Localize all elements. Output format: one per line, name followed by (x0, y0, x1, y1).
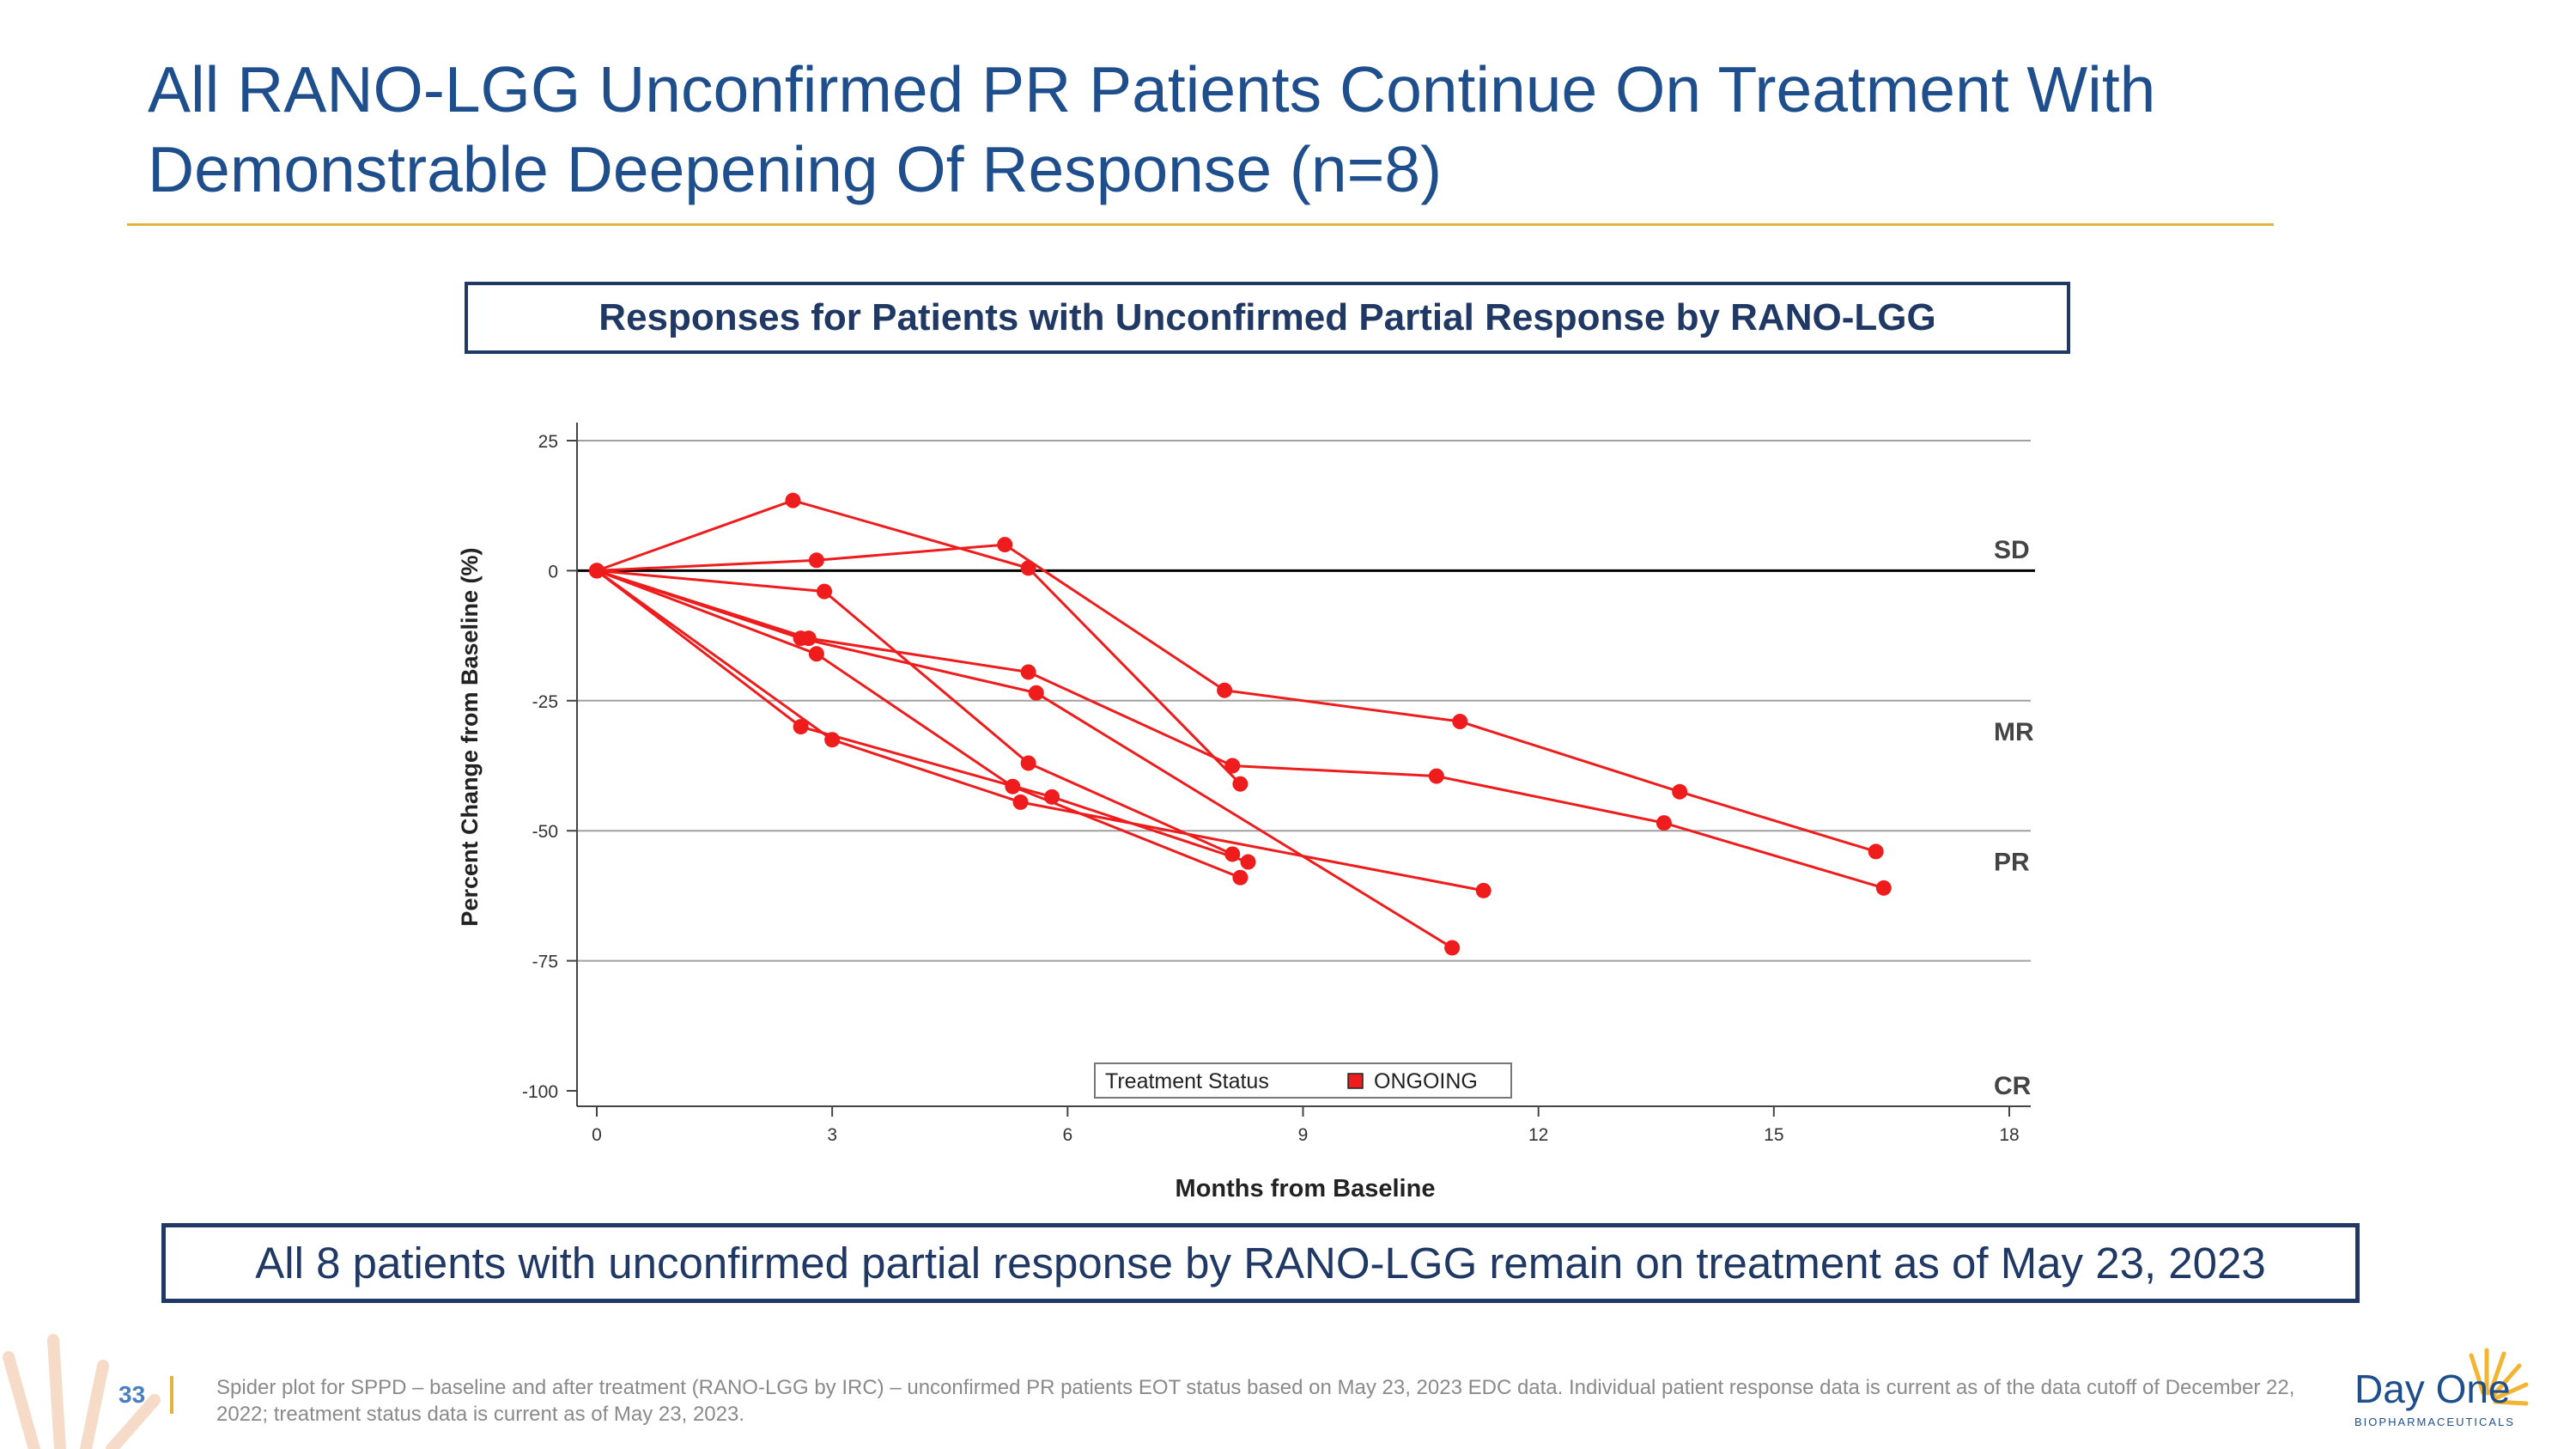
data-point (1044, 788, 1060, 805)
series-line-7 (596, 569, 1249, 863)
data-point (793, 630, 809, 647)
series-line-1 (596, 499, 1242, 785)
logo-wordmark: Day One (2354, 1367, 2511, 1411)
data-point (1868, 843, 1884, 860)
data-point (1475, 882, 1492, 898)
page-number-divider (170, 1376, 173, 1414)
x-axis-label: Months from Baseline (1176, 1175, 1436, 1202)
sun-logo-icon (2469, 1348, 2529, 1406)
data-point (785, 492, 801, 508)
x-tick-label: 3 (827, 1125, 837, 1145)
zone-label-cr: CR (1994, 1072, 2032, 1100)
data-point (1656, 815, 1672, 831)
data-point (817, 583, 833, 600)
zone-label-sd: SD (1994, 536, 2030, 564)
chart-title-box: Responses for Patients with Unconfirmed … (465, 282, 2070, 354)
data-point (1020, 664, 1036, 680)
spider-plot: 25 0 -25 -50 -75 -100 0 3 6 9 12 15 18 Months from Ba… (457, 423, 2035, 1202)
logo-subtitle: BIOPHARMACEUTICALS (2354, 1416, 2515, 1428)
x-tick-label: 9 (1298, 1125, 1309, 1145)
data-point (1875, 880, 1892, 896)
data-point (1217, 682, 1233, 698)
series-line-5 (596, 569, 1453, 949)
slide-title-line-1: All RANO-LGG Unconfirmed PR Patients Con… (148, 53, 2156, 125)
data-point (1232, 776, 1249, 792)
y-tick-label: 25 (538, 432, 558, 452)
chart-box-title: Responses for Patients with Unconfirmed … (598, 296, 1936, 338)
data-point (1240, 854, 1256, 870)
series-line-3 (596, 569, 1233, 855)
data-point (1452, 714, 1468, 730)
data-point (1444, 940, 1461, 956)
zone-label-mr: MR (1994, 718, 2034, 746)
data-point (589, 563, 605, 579)
data-point (793, 719, 809, 735)
legend-entry: ONGOING (1374, 1069, 1478, 1093)
footnote: Spider plot for SPPD – baseline and afte… (216, 1376, 2295, 1426)
y-tick-label: 0 (548, 562, 558, 581)
data-point (1672, 783, 1688, 800)
slide-title: All RANO-LGG Unconfirmed PR Patients Con… (148, 50, 2294, 210)
legend-title: Treatment Status (1105, 1069, 1269, 1093)
y-tick-label: -100 (522, 1082, 558, 1102)
y-tick-label: -50 (532, 822, 558, 842)
data-point (808, 552, 824, 569)
series-line-2 (596, 543, 1877, 853)
x-tick-label: 12 (1528, 1125, 1548, 1145)
zone-label-pr: PR (1994, 849, 2030, 877)
series-line-4 (596, 569, 1885, 890)
y-tick-label: -75 (532, 953, 558, 972)
page-number: 33 (118, 1381, 146, 1408)
y-tick-label: -25 (532, 692, 558, 712)
x-tick-label: 6 (1062, 1125, 1072, 1145)
title-divider (127, 223, 2274, 226)
y-axis-label: Percent Change from Baseline (%) (457, 547, 483, 926)
data-point (1224, 758, 1241, 774)
data-point (1428, 768, 1444, 784)
x-tick-label: 18 (1999, 1125, 2019, 1145)
data-point (997, 537, 1013, 553)
data-point (1020, 755, 1036, 771)
x-tick-label: 0 (592, 1125, 602, 1145)
legend-marker-icon (1347, 1073, 1364, 1089)
legend-box (1094, 1062, 1512, 1099)
data-point (824, 732, 841, 748)
summary-text: All 8 patients with unconfirmed partial … (255, 1239, 2266, 1288)
data-point (1232, 869, 1249, 886)
series-line-8 (596, 569, 1484, 892)
data-point (1012, 794, 1029, 810)
slide-title-line-2: Demonstrable Deepening Of Response (n=8) (148, 133, 1443, 205)
sunburst-decoration-icon (3, 1334, 161, 1449)
summary-box: All 8 patients with unconfirmed partial … (161, 1223, 2360, 1303)
data-point (808, 646, 824, 662)
x-tick-label: 15 (1764, 1125, 1783, 1145)
series-line-6 (596, 569, 1241, 880)
data-point (1028, 685, 1044, 701)
